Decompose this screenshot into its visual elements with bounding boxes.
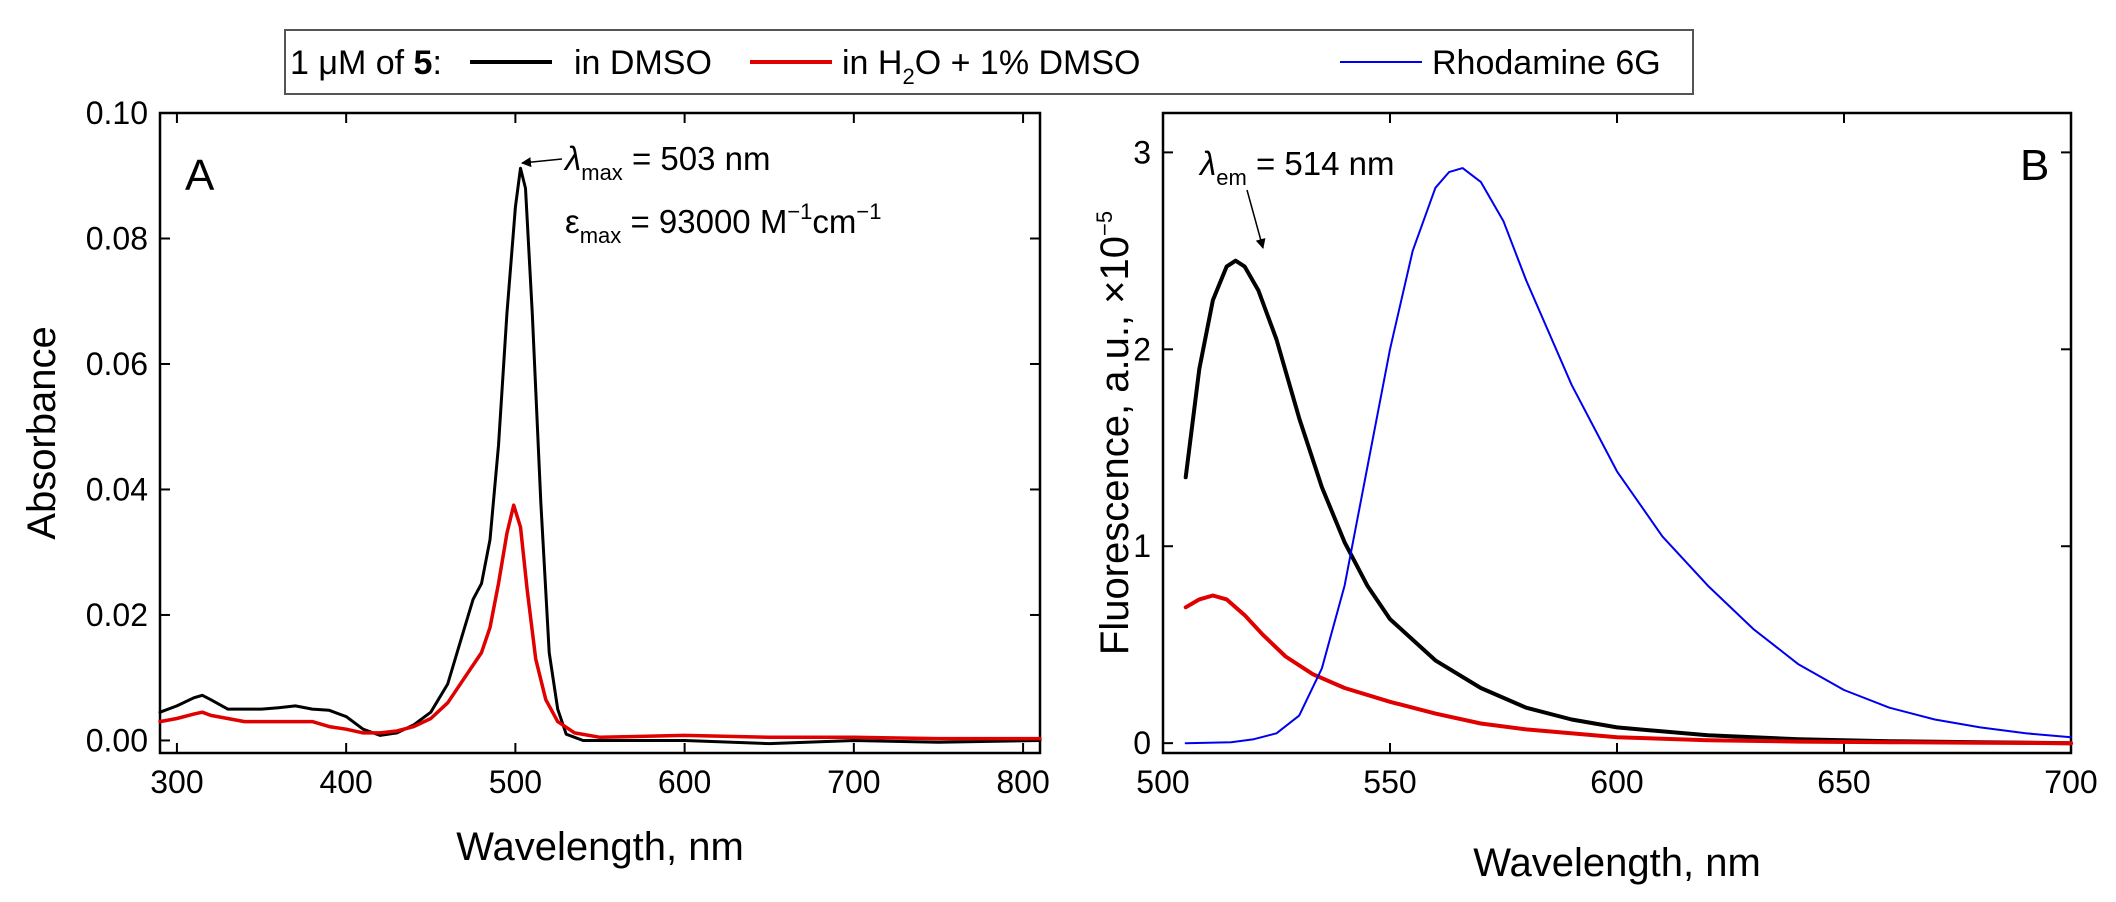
panel-b-xtick-label: 650 <box>1817 764 1870 800</box>
panel-a-xtick-label: 300 <box>150 764 203 800</box>
legend-label-water: in H2O + 1% DMSO <box>842 44 1141 89</box>
panel-a-ytick-label: 0.04 <box>86 471 148 507</box>
panel-a-frame <box>158 111 1042 755</box>
panel-a-ytick-label: 0.06 <box>86 346 148 382</box>
panel-a-ytick-label: 0.02 <box>86 597 148 633</box>
panel-b-xtick-label: 700 <box>2044 764 2097 800</box>
epsilon-max-annotation: εmax = 93000 M−1cm−1 <box>565 199 882 248</box>
panel-a-ticks: 300 400 500 600 700 800 0.00 0.02 0.04 0.06 0.08 0.… <box>86 95 1050 800</box>
panel-b-series <box>1183 167 2073 746</box>
panel-b-ytick-label: 1 <box>1133 528 1151 564</box>
panel-a: 300 400 500 600 700 800 0.00 0.02 0.04 0.06 0.08 0.… <box>20 95 1050 869</box>
panel-b-series-line-1 <box>1183 593 2073 746</box>
panel-b-frame <box>1161 111 2073 755</box>
panel-a-ylabel: Absorbance <box>20 326 64 539</box>
panel-b-ytick-label: 0 <box>1133 725 1151 761</box>
panel-a-series-line-1 <box>158 503 1042 741</box>
panel-b-ytick-label: 3 <box>1133 134 1151 170</box>
panel-a-label: A <box>185 151 215 200</box>
panel-b-ticks: 500 550 600 650 700 0 1 2 3 <box>1133 113 2098 800</box>
panel-b-ylabel: Fluorescence, a.u., ×10−5 <box>1092 211 1137 655</box>
panel-a-xtick-label: 600 <box>658 764 711 800</box>
panel-b-label: B <box>2020 141 2049 190</box>
panel-b-ytick-label: 2 <box>1133 331 1151 367</box>
panel-b-xtick-label: 550 <box>1363 764 1416 800</box>
panel-b-xtick-label: 600 <box>1590 764 1643 800</box>
panel-b-series-line-2 <box>1184 167 2072 745</box>
panel-a-series <box>158 166 1042 746</box>
panel-a-ytick-label: 0.08 <box>86 220 148 256</box>
panel-a-xtick-label: 400 <box>319 764 372 800</box>
panel-b: 500 550 600 650 700 0 1 2 3 B Wavelength, nm Flu… <box>1092 111 2098 885</box>
legend-label-rhodamine: Rhodamine 6G <box>1432 44 1661 82</box>
panel-b-xtick-label: 500 <box>1136 764 1189 800</box>
panel-b-xlabel: Wavelength, nm <box>1473 841 1761 885</box>
panel-a-xtick-label: 500 <box>489 764 542 800</box>
panel-a-ytick-label: 0.10 <box>86 95 148 131</box>
panel-a-xtick-label: 700 <box>827 764 880 800</box>
panel-a-series-line-0 <box>158 166 1042 746</box>
lambda-em-annotation: λem = 514 nm <box>1198 145 1395 190</box>
panel-b-series-line-0 <box>1183 258 2073 746</box>
legend-prefix: 1 μM of 5: <box>290 44 442 82</box>
lambda-max-annotation: λmax = 503 nm <box>563 140 771 185</box>
lambda-max-arrow <box>521 157 563 168</box>
panel-a-xtick-label: 800 <box>996 764 1049 800</box>
legend-label-dmso: in DMSO <box>574 44 712 82</box>
panel-a-xlabel: Wavelength, nm <box>456 825 744 869</box>
lambda-em-arrow <box>1246 189 1266 249</box>
panel-a-ytick-label: 0.00 <box>86 722 148 758</box>
legend: 1 μM of 5: in DMSO in H2O + 1% DMSO Rhod… <box>284 29 1694 95</box>
